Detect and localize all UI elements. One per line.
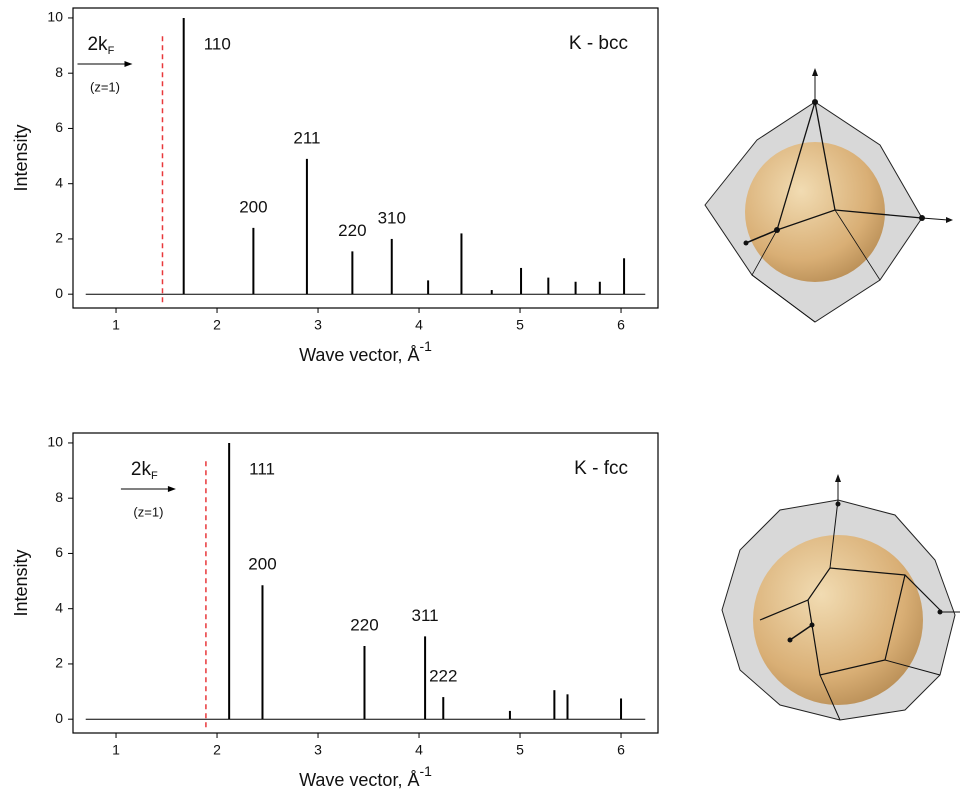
kf-label: 2kF: [87, 34, 114, 57]
peak-label: 200: [248, 555, 276, 574]
kf-label-subscript: F: [108, 45, 115, 57]
y-tick-label: 10: [47, 434, 63, 450]
peak-label: 211: [293, 128, 320, 147]
x-tick-label: 3: [314, 742, 322, 758]
peak-label: 220: [350, 615, 378, 634]
x-tick-label: 3: [314, 317, 322, 333]
kf-arrow-head: [168, 486, 176, 492]
peak-label: 110: [204, 34, 231, 53]
x-axis-label-exponent: -1: [419, 763, 432, 779]
y-tick-label: 0: [55, 710, 63, 726]
figure: 1234560246810IntensityWave vector, Å-1K …: [0, 0, 960, 803]
x-axis-label-text: Wave vector, Å: [299, 770, 419, 790]
x-tick-label: 2: [213, 317, 221, 333]
bcc-brillouin-zone: [690, 60, 960, 340]
y-tick-label: 6: [55, 119, 63, 135]
kf-note: (z=1): [133, 504, 163, 519]
y-tick-label: 8: [55, 64, 63, 80]
chart: 1 2 3 4 5 6 0 2 4 6 8 10 Intensity Wave vector, Å-1 K …: [0, 0, 680, 380]
x-axis-label-text: Wave vector, Å: [299, 345, 419, 365]
kf-label-text: 2k: [87, 34, 108, 55]
plot-frame: [73, 433, 658, 733]
x-tick-label: 4: [415, 742, 423, 758]
y-tick-label: 8: [55, 489, 63, 505]
x-tick-label: 1: [112, 742, 120, 758]
x-tick-label: 2: [213, 742, 221, 758]
chart-title: K - fcc: [574, 458, 628, 479]
y-tick-label: 10: [47, 9, 63, 25]
x-axis-label-exponent: -1: [419, 338, 432, 354]
chart-title: K - bcc: [569, 33, 628, 54]
peak-label: 200: [239, 197, 267, 216]
y-tick-label: 4: [55, 174, 63, 190]
fcc-brillouin-zone: [710, 470, 960, 730]
kf-arrow-head: [124, 61, 132, 67]
x-axis-label: Wave vector, Å-1: [299, 763, 432, 790]
x-tick-label: 1: [112, 317, 120, 333]
y-axis-label: Intensity: [11, 124, 31, 191]
kf-label: 2kF: [131, 459, 158, 482]
x-tick-label: 6: [617, 317, 625, 333]
peak-label: 310: [378, 208, 406, 227]
y-tick-label: 6: [55, 544, 63, 560]
y-axis-label: Intensity: [11, 549, 31, 616]
x-tick-label: 6: [617, 742, 625, 758]
peak-label: 311: [412, 606, 439, 625]
y-tick-label: 4: [55, 599, 63, 615]
kf-label-subscript: F: [151, 470, 158, 482]
peak-label: 222: [429, 667, 457, 686]
peak-label: 220: [338, 221, 366, 240]
peak-label: 111: [249, 459, 275, 478]
y-tick-label: 2: [55, 655, 63, 671]
kf-label-text: 2k: [131, 459, 152, 480]
x-tick-label: 4: [415, 317, 423, 333]
chart: 1 2 3 4 5 6 0 2 4 6 8 10 Intensity Wave vector, Å-1 K …: [0, 425, 680, 803]
x-tick-label: 5: [516, 317, 524, 333]
y-tick-label: 0: [55, 285, 63, 301]
x-tick-label: 5: [516, 742, 524, 758]
x-axis-label: Wave vector, Å-1: [299, 338, 432, 365]
y-tick-label: 2: [55, 230, 63, 246]
kf-note: (z=1): [90, 79, 120, 94]
